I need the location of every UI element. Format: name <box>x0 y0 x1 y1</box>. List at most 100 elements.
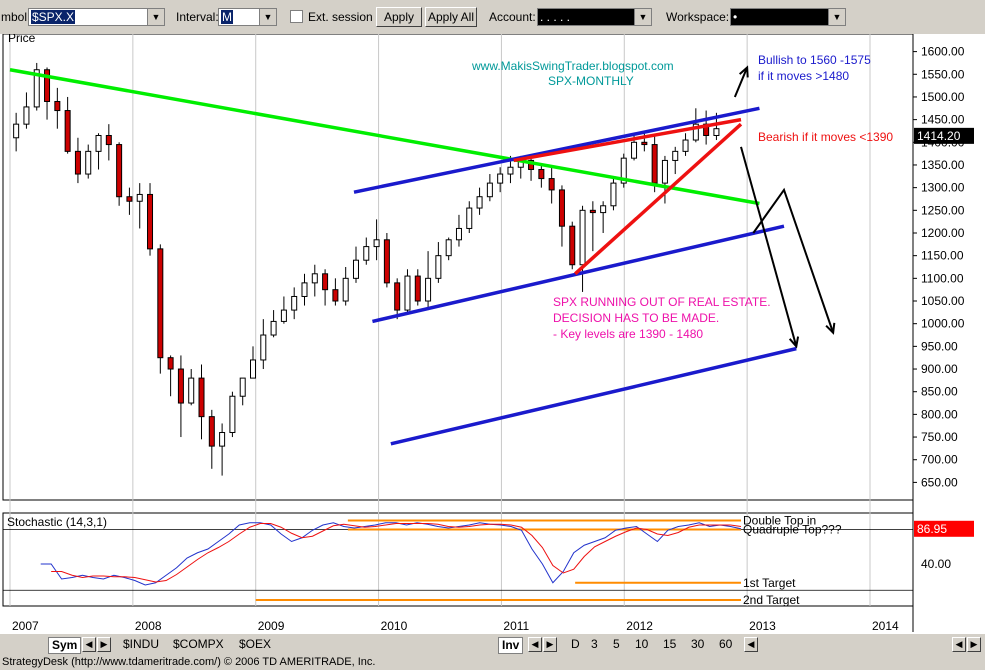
period-60[interactable]: 60 <box>719 637 733 651</box>
candle-body <box>682 139 689 152</box>
tab-oex[interactable]: $OEX <box>239 637 272 651</box>
arrow-line <box>733 67 749 98</box>
candle-body <box>445 239 452 257</box>
x-tick-label: 2011 <box>503 619 529 633</box>
y-tick-label: 850.00 <box>921 385 958 399</box>
candle-body <box>250 359 257 379</box>
candle-body <box>538 169 545 180</box>
x-tick-label: 2012 <box>626 619 653 633</box>
y-tick-label: 1600.00 <box>921 45 965 59</box>
last-price-box <box>914 127 974 144</box>
candle-body <box>198 377 205 418</box>
x-tick-label: 2013 <box>749 619 776 633</box>
period-15[interactable]: 15 <box>663 637 677 651</box>
symbol-value: $SPX.X <box>31 10 76 24</box>
candle-body <box>631 141 638 159</box>
candle-body <box>414 275 421 302</box>
tab-inv[interactable]: Inv <box>498 637 524 654</box>
nav-left-icon[interactable]: ◀ <box>952 637 966 652</box>
last-price-label: 1414.20 <box>917 129 961 143</box>
stochastic-title: Stochastic (14,3,1) <box>7 515 107 529</box>
y-tick-label: 1100.00 <box>921 271 964 285</box>
status-bar: StrategyDesk (http://www.tdameritrade.co… <box>0 654 985 670</box>
candle-body <box>270 320 277 336</box>
account-combo[interactable]: . . . . . ▼ <box>537 8 652 26</box>
candle-body <box>260 334 267 361</box>
candle-body <box>497 173 504 184</box>
symbol-label: mbol: <box>1 10 31 24</box>
candle-body <box>219 432 226 447</box>
x-tick-label: 2010 <box>381 619 408 633</box>
workspace-combo[interactable]: • ▼ <box>730 8 846 26</box>
nav-right-icon[interactable]: ▶ <box>97 637 111 652</box>
ext-session-label: Ext. session <box>308 10 373 24</box>
candle-body <box>672 150 679 161</box>
candle-body <box>713 128 720 136</box>
candle-body <box>13 123 20 139</box>
y-tick-label: 950.00 <box>921 339 958 353</box>
price-chart-svg[interactable]: 2007 2008 2009 2010 2011 2012 2013 2014 1600.00 1… <box>0 31 985 634</box>
workspace-label: Workspace: <box>666 10 730 24</box>
chevron-down-icon[interactable]: ▼ <box>634 9 651 25</box>
interval-combo[interactable]: M ▼ <box>218 8 277 26</box>
nav-left-icon[interactable]: ◀ <box>82 637 96 652</box>
nav-right-icon[interactable]: ▶ <box>967 637 981 652</box>
candle-body <box>692 123 699 141</box>
chevron-down-icon[interactable]: ▼ <box>147 9 164 25</box>
nav-left-icon[interactable]: ◀ <box>744 637 758 652</box>
candle-body <box>579 209 586 266</box>
chevron-down-icon[interactable]: ▼ <box>259 9 276 25</box>
candle-body <box>322 273 329 291</box>
trend-line <box>353 106 760 194</box>
candle-body <box>95 134 102 152</box>
chart-annotation: www.MakisSwingTrader.blogspot.com <box>471 59 674 73</box>
apply-all-button[interactable]: Apply All <box>425 7 477 27</box>
y-tick-label: 1150.00 <box>921 249 964 263</box>
toolbar: mbol: $SPX.X ▼ Interval: M ▼ Ext. sessio… <box>0 0 985 35</box>
arrow-line <box>740 146 798 347</box>
candle-body <box>44 69 51 102</box>
candle-body <box>85 150 92 175</box>
candle-body <box>651 144 658 184</box>
candle-body <box>476 196 483 209</box>
y-tick-label: 1200.00 <box>921 226 965 240</box>
period-30[interactable]: 30 <box>691 637 705 651</box>
ext-session-checkbox[interactable] <box>290 10 303 23</box>
symbol-combo[interactable]: $SPX.X ▼ <box>28 8 165 26</box>
period-5[interactable]: 5 <box>613 637 620 651</box>
period-10[interactable]: 10 <box>635 637 649 651</box>
candle-body <box>548 178 555 191</box>
tab-indu[interactable]: $INDU <box>123 637 160 651</box>
candle-body <box>167 357 174 370</box>
chart-area[interactable]: 2007 2008 2009 2010 2011 2012 2013 2014 1600.00 1… <box>0 31 985 634</box>
y-tick-label: 750.00 <box>921 430 958 444</box>
y-tick-label: 1450.00 <box>921 113 965 127</box>
candle-body <box>54 100 61 112</box>
period-d[interactable]: D <box>571 637 580 651</box>
candle-body <box>373 239 380 248</box>
chevron-down-icon[interactable]: ▼ <box>828 9 845 25</box>
apply-button[interactable]: Apply <box>376 7 422 27</box>
arrow-head-icon <box>825 322 836 335</box>
candle-body <box>157 248 164 359</box>
candle-body <box>661 159 668 184</box>
nav-right-icon[interactable]: ▶ <box>543 637 557 652</box>
candle-body <box>239 377 246 397</box>
period-3[interactable]: 3 <box>591 637 598 651</box>
stoch-value-label: 86.95 <box>917 522 947 536</box>
chart-annotation: SPX RUNNING OUT OF REAL ESTATE. <box>553 295 771 309</box>
tab-compx[interactable]: $COMPX <box>173 637 224 651</box>
price-title: Price <box>8 34 36 45</box>
chart-annotation: if it moves >1480 <box>758 69 849 83</box>
candle-body <box>558 189 565 227</box>
stoch-level-label: 1st Target <box>743 576 796 590</box>
candle-body <box>610 182 617 207</box>
arrow-head-icon <box>738 65 749 78</box>
candle-body <box>383 239 390 284</box>
tab-sym[interactable]: Sym <box>48 637 82 654</box>
x-tick-label: 2009 <box>258 619 285 633</box>
candle-body <box>569 225 576 266</box>
x-tick-label: 2007 <box>12 619 39 633</box>
nav-left-icon[interactable]: ◀ <box>528 637 542 652</box>
candle-body <box>177 368 184 404</box>
